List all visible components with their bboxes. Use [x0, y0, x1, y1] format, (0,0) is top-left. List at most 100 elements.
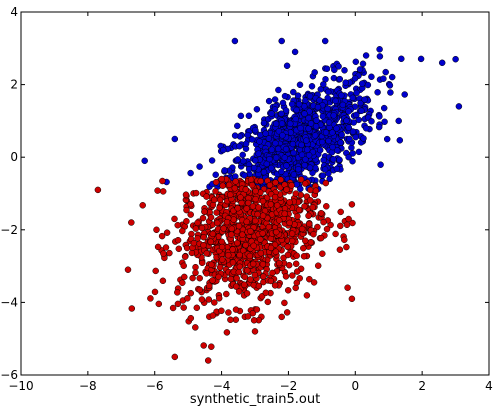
red-point — [159, 188, 167, 195]
red-point — [281, 210, 288, 217]
blue-point — [272, 139, 279, 147]
red-point — [183, 244, 191, 252]
red-point — [227, 275, 235, 283]
blue-point — [281, 154, 289, 161]
blue-point — [240, 157, 247, 165]
y-tick-label: −2 — [0, 223, 18, 237]
blue-point — [323, 65, 331, 73]
blue-point — [293, 106, 300, 114]
blue-point — [395, 117, 402, 125]
red-point — [314, 262, 322, 269]
red-point — [296, 275, 303, 282]
red-point — [267, 277, 275, 285]
blue-point — [187, 169, 194, 177]
blue-point — [311, 132, 319, 139]
red-point — [288, 237, 296, 245]
red-point — [203, 270, 210, 277]
red-point — [242, 241, 249, 249]
red-point — [216, 196, 224, 204]
blue-point — [260, 119, 268, 127]
red-point — [183, 218, 190, 225]
red-point — [174, 221, 181, 229]
blue-point — [377, 161, 384, 168]
red-point — [297, 176, 305, 183]
red-point — [159, 177, 166, 185]
x-axis-label: synthetic_train5.out — [190, 392, 320, 407]
blue-point — [352, 58, 360, 66]
red-point — [94, 186, 102, 194]
red-point — [232, 178, 239, 185]
x-tick-label: −6 — [146, 379, 164, 393]
red-point — [310, 279, 318, 286]
blue-point — [306, 92, 314, 100]
red-point — [272, 179, 279, 186]
blue-point — [351, 75, 359, 82]
red-point — [293, 252, 300, 259]
red-point — [235, 288, 243, 295]
blue-point — [358, 107, 365, 115]
red-point — [196, 286, 204, 294]
red-point — [187, 289, 195, 297]
red-point — [166, 249, 173, 257]
red-point — [275, 217, 283, 224]
blue-point — [345, 124, 352, 131]
red-point — [128, 219, 135, 226]
red-point — [284, 243, 291, 251]
blue-point — [353, 111, 360, 119]
blue-point — [360, 135, 367, 142]
red-point — [218, 243, 226, 251]
blue-point — [294, 92, 302, 99]
blue-point — [335, 63, 342, 70]
red-point — [293, 268, 301, 275]
red-point — [179, 279, 186, 287]
red-point — [257, 177, 264, 185]
blue-point — [255, 150, 262, 157]
red-point — [198, 224, 206, 232]
red-point — [273, 228, 280, 236]
red-point — [271, 193, 279, 201]
red-point — [250, 317, 258, 324]
blue-point — [268, 110, 275, 117]
blue-point — [339, 101, 347, 109]
blue-point — [330, 156, 337, 163]
red-point — [244, 267, 251, 274]
blue-point — [268, 146, 276, 153]
red-point — [183, 206, 190, 214]
blue-point — [375, 123, 383, 131]
red-point — [236, 263, 244, 271]
blue-point — [291, 48, 299, 56]
blue-point — [333, 125, 340, 132]
red-point — [300, 253, 308, 260]
red-point — [322, 179, 330, 187]
red-point — [332, 230, 339, 238]
blue-point — [380, 75, 387, 82]
red-point — [219, 182, 226, 189]
blue-point — [212, 171, 219, 179]
red-point — [159, 277, 167, 285]
x-tick-label: −10 — [8, 379, 33, 393]
blue-point — [353, 89, 360, 97]
blue-point — [362, 125, 370, 132]
red-point — [200, 342, 207, 349]
red-point — [336, 246, 344, 253]
red-point — [184, 295, 191, 302]
red-point — [194, 219, 201, 227]
red-point — [306, 275, 313, 283]
plot-frame — [20, 11, 490, 376]
blue-point — [283, 162, 290, 169]
red-point — [232, 283, 240, 290]
red-point — [171, 215, 178, 223]
red-point — [160, 250, 167, 257]
red-point — [199, 214, 207, 222]
blue-point — [349, 128, 357, 135]
red-point — [209, 277, 216, 284]
blue-point — [266, 155, 273, 163]
blue-point — [260, 168, 268, 176]
red-point — [298, 225, 306, 233]
blue-point — [297, 185, 304, 193]
red-point — [305, 212, 312, 220]
red-point — [292, 260, 300, 268]
red-point — [248, 181, 256, 189]
data-points — [94, 37, 463, 364]
y-tick-label: −4 — [0, 295, 18, 309]
